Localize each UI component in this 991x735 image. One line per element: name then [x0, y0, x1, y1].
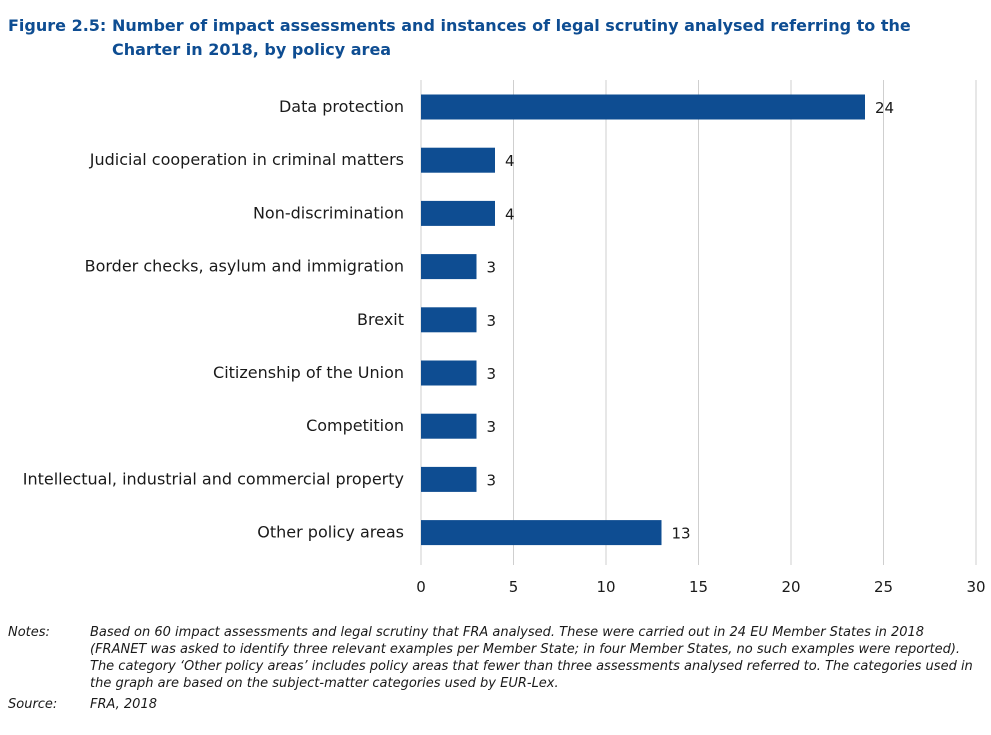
- category-label: Judicial cooperation in criminal matters: [89, 150, 404, 169]
- category-label: Competition: [306, 416, 404, 435]
- data-label: 3: [487, 471, 497, 489]
- x-tick-label: 25: [874, 578, 893, 596]
- data-label: 4: [505, 205, 515, 223]
- data-label: 3: [487, 259, 497, 277]
- x-tick-label: 0: [416, 578, 426, 596]
- x-tick-label: 10: [596, 578, 615, 596]
- category-label: Other policy areas: [257, 523, 404, 542]
- category-label: Citizenship of the Union: [213, 363, 404, 382]
- notes-block: Notes: Based on 60 impact assessments an…: [8, 624, 983, 713]
- category-label: Data protection: [279, 97, 404, 116]
- bar: [421, 200, 495, 226]
- data-label: 24: [875, 99, 894, 117]
- data-label: 3: [487, 418, 497, 436]
- bar: [421, 94, 865, 120]
- data-label: 13: [672, 525, 691, 543]
- bar: [421, 520, 662, 546]
- bar: [421, 147, 495, 173]
- bar: [421, 307, 477, 333]
- x-tick-label: 15: [689, 578, 708, 596]
- x-tick-label: 20: [781, 578, 800, 596]
- category-label: Border checks, asylum and immigration: [85, 257, 404, 276]
- bar: [421, 466, 477, 492]
- bar: [421, 360, 477, 386]
- bar: [421, 254, 477, 280]
- source-text: FRA, 2018: [90, 697, 157, 712]
- figure-header: Figure 2.5: Number of impact assessments …: [8, 14, 983, 62]
- figure-number: Figure 2.5:: [8, 16, 107, 35]
- category-label: Intellectual, industrial and commercial …: [23, 469, 404, 488]
- data-label: 4: [505, 152, 515, 170]
- category-label: Non-discrimination: [253, 203, 404, 222]
- figure-title: Number of impact assessments and instanc…: [112, 16, 911, 59]
- x-tick-label: 30: [966, 578, 985, 596]
- notes-text: Based on 60 impact assessments and legal…: [90, 625, 973, 691]
- notes-label: Notes:: [8, 625, 50, 640]
- x-tick-label: 5: [509, 578, 519, 596]
- source-label: Source:: [8, 697, 58, 712]
- data-label: 3: [487, 312, 497, 330]
- bar-chart: 0 5 10 15 20 25 30 Data protection 24 Judicial co…: [23, 80, 986, 596]
- bar: [421, 413, 477, 439]
- category-label: Brexit: [357, 310, 404, 329]
- data-label: 3: [487, 365, 497, 383]
